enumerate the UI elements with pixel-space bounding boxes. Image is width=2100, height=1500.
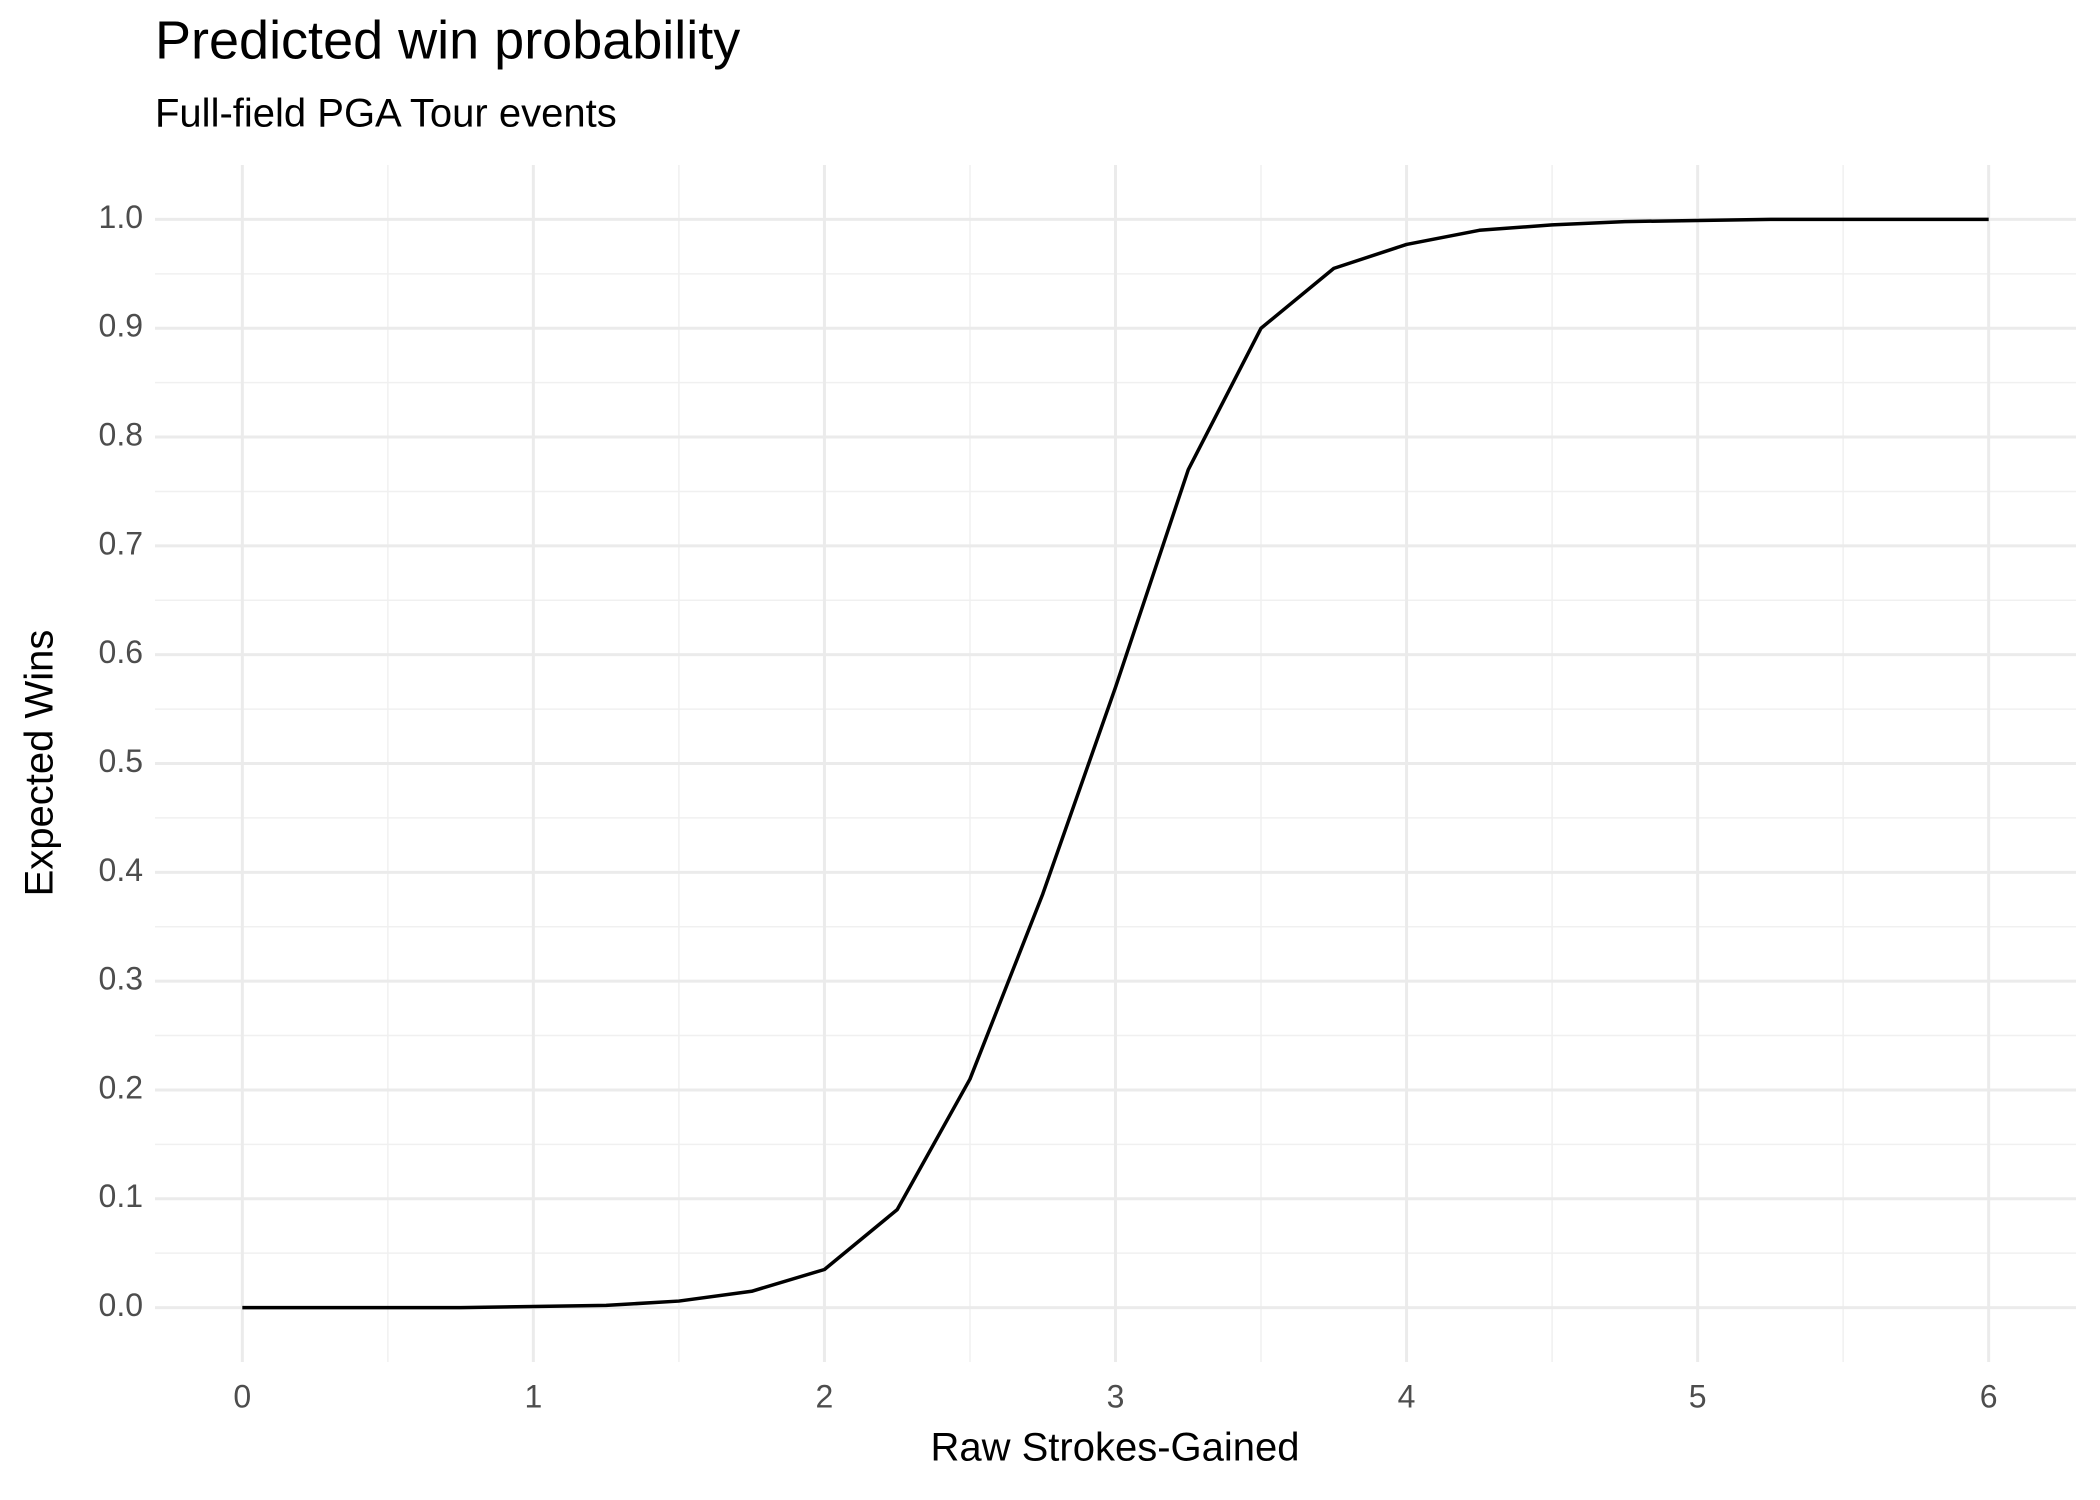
chart-title: Predicted win probability [155,10,740,70]
y-tick-label: 0.2 [99,1069,143,1105]
x-tick-label: 2 [816,1378,834,1414]
y-tick-label: 0.9 [99,308,143,344]
x-tick-label: 3 [1107,1378,1125,1414]
x-axis-title: Raw Strokes-Gained [930,1426,1299,1470]
x-tick-label: 5 [1689,1378,1707,1414]
y-tick-label: 0.6 [99,634,143,670]
y-tick-label: 1.0 [99,199,143,235]
x-tick-label: 0 [233,1378,251,1414]
x-tick-label: 6 [1980,1378,1998,1414]
y-axis-title: Expected Wins [18,630,62,897]
line-series [242,217,1989,1310]
y-tick-label: 0.8 [99,416,143,452]
y-tick-label: 0.5 [99,743,143,779]
y-tick-label: 0.4 [99,852,143,888]
chart-subtitle: Full-field PGA Tour events [155,92,617,136]
y-tick-label: 0.3 [99,961,143,997]
x-tick-label: 4 [1398,1378,1416,1414]
y-tick-label: 0.1 [99,1178,143,1214]
x-tick-label: 1 [524,1378,542,1414]
y-tick-label: 0.7 [99,525,143,561]
y-tick-label: 0.0 [99,1287,143,1323]
